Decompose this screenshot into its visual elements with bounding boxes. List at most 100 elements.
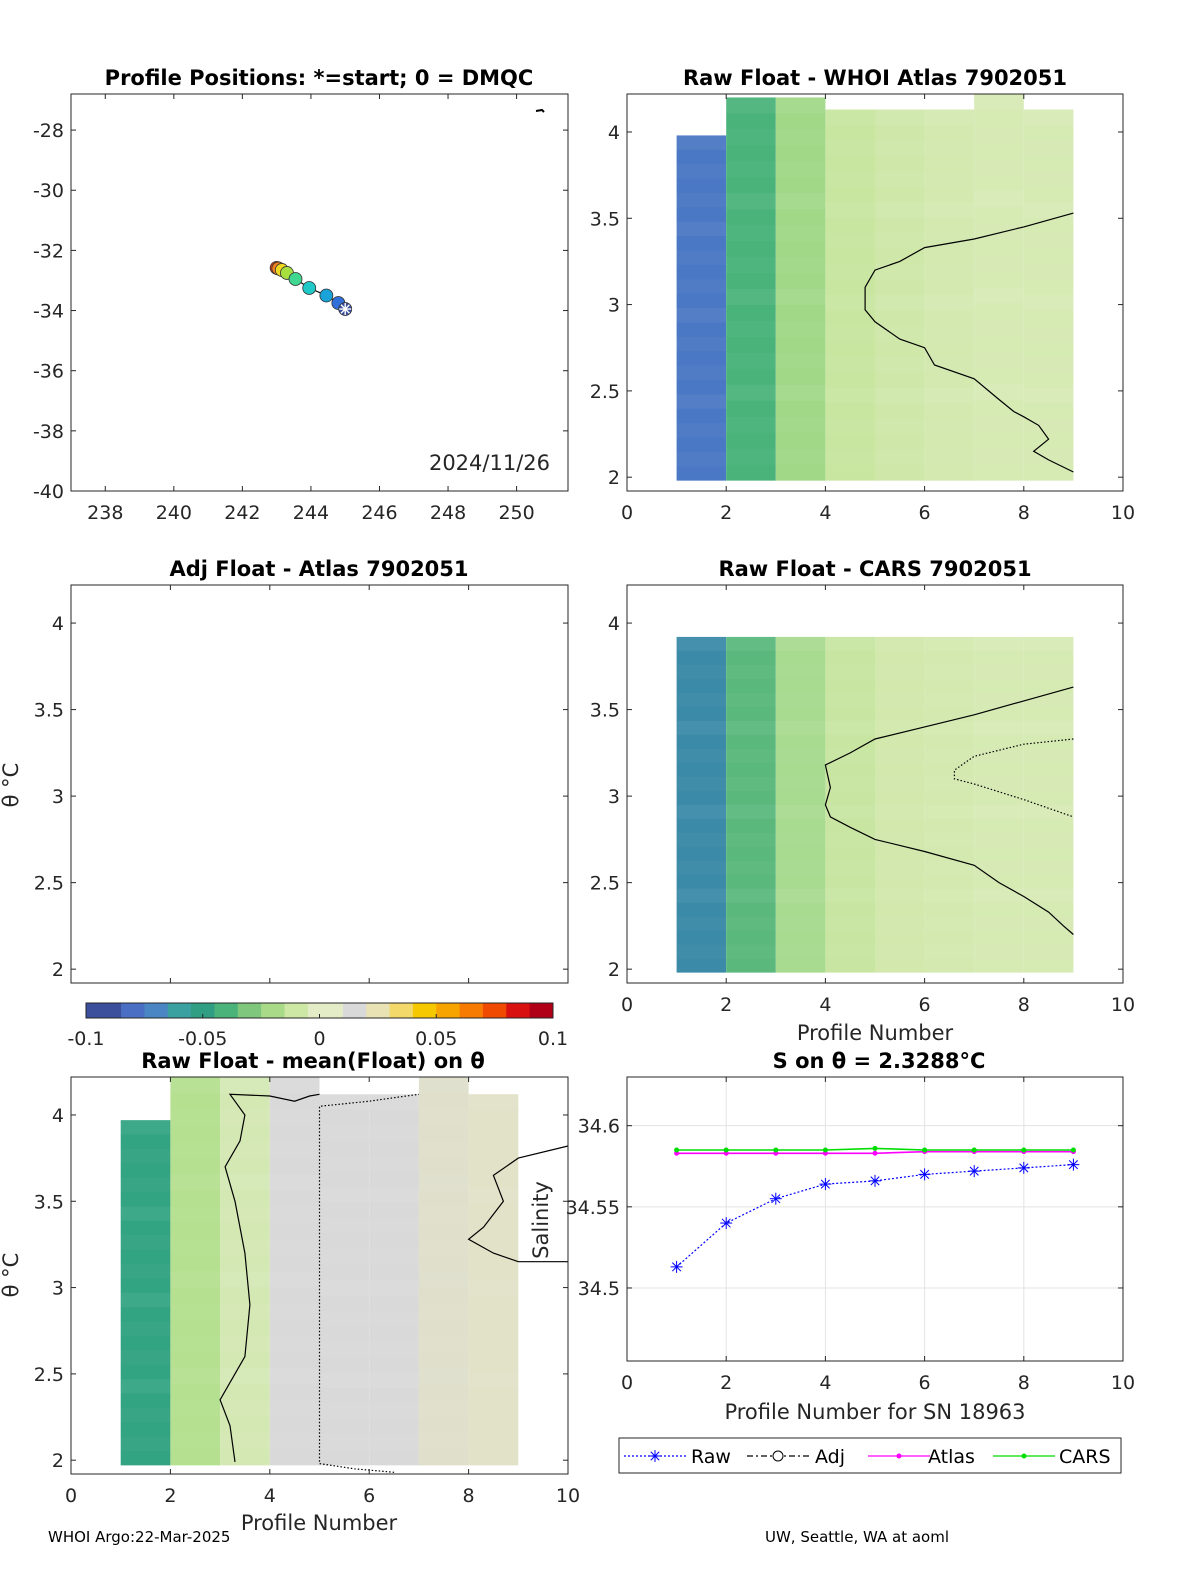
- whoi-cell-band: [974, 190, 1024, 207]
- cars-cell-band: [676, 720, 727, 735]
- cars-cell-band: [974, 804, 1024, 819]
- cars-ytick-label: 3.5: [590, 700, 620, 722]
- mean-cell-band: [121, 1264, 171, 1278]
- salinity-point-cars: [674, 1147, 680, 1153]
- colorbar-segment: [296, 1003, 309, 1018]
- cars-cell-band: [1023, 720, 1074, 735]
- mean-cell-band: [320, 1434, 370, 1449]
- colorbar-segment: [121, 1003, 134, 1018]
- whoi-cell-band: [677, 423, 727, 437]
- whoi-cell-column: [775, 97, 826, 481]
- cars-cell-band: [726, 833, 776, 847]
- salinity-point-cars: [872, 1145, 878, 1151]
- mean-cell-band: [121, 1235, 171, 1249]
- adj-ylabel: θ °C: [0, 763, 23, 808]
- cars-cell-band: [776, 917, 826, 931]
- whoi-cell-band: [1023, 202, 1074, 218]
- positions-frame: [70, 93, 569, 492]
- whoi-cell-band: [974, 383, 1024, 401]
- cars-xtick-label: 0: [621, 994, 633, 1016]
- mean-cell-column: [468, 1094, 519, 1466]
- mean-cell-column: [220, 1077, 270, 1466]
- whoi-cell-band: [726, 129, 776, 145]
- colorbar-segment: [482, 1003, 496, 1018]
- mean-cell-band: [419, 1239, 469, 1255]
- cars-cell-band: [825, 888, 875, 903]
- cars-cell-band: [775, 720, 826, 735]
- cars-cell-band: [677, 749, 727, 763]
- mean-cell-band: [468, 1094, 519, 1110]
- salinity-title: S on θ = 2.3288°C: [773, 1049, 986, 1073]
- colorbar-segment: [389, 1003, 402, 1018]
- mean-xtick-label: 8: [463, 1485, 475, 1507]
- whoi-cell-band: [776, 449, 826, 465]
- mean-ylabel: θ °C: [0, 1253, 23, 1298]
- mean-cell-band: [121, 1437, 171, 1451]
- mean-cell-band: [170, 1368, 221, 1385]
- whoi-cell-column: [924, 109, 975, 481]
- colorbar-tick-label: 0: [313, 1028, 325, 1050]
- cars-cell-band: [776, 945, 826, 959]
- salinity-xtick-label: 2: [720, 1372, 732, 1394]
- salinity-point-cars: [1070, 1147, 1076, 1153]
- colorbar-segment: [459, 1003, 472, 1018]
- whoi-cell-band: [974, 287, 1024, 304]
- whoi-cell-band: [825, 233, 875, 248]
- mean-cell-band: [170, 1174, 221, 1191]
- mean-cell-band: [121, 1149, 171, 1163]
- cars-cell-band: [776, 749, 826, 763]
- mean-cell-band: [269, 1077, 320, 1094]
- cars-cell-band: [924, 888, 975, 903]
- cars-cell-band: [776, 861, 826, 875]
- mean-xtick-label: 0: [65, 1485, 77, 1507]
- mean-cell-band: [170, 1142, 220, 1158]
- whoi-cell-band: [974, 320, 1024, 336]
- whoi-cell-band: [925, 140, 975, 155]
- mean-cell-band: [270, 1109, 320, 1125]
- cars-xtick-label: 10: [1111, 994, 1135, 1016]
- cars-cell-band: [974, 861, 1024, 875]
- cars-ytick-label: 4: [608, 613, 620, 635]
- colorbar-segment: [541, 1003, 554, 1018]
- whoi-cell-band: [726, 321, 776, 337]
- whoi-cell-band: [676, 394, 727, 409]
- colorbar-segment: [214, 1003, 227, 1018]
- whoi-cell-band: [875, 140, 925, 155]
- whoi-cell-band: [775, 384, 826, 401]
- cars-cell-band: [875, 861, 925, 875]
- whoi-cell-band: [726, 193, 776, 210]
- mean-cell-band: [269, 1174, 320, 1191]
- whoi-cell-band: [775, 97, 826, 114]
- positions-ytick-label: -36: [33, 361, 64, 383]
- cars-cell-band: [726, 720, 776, 735]
- mean-cell-band: [220, 1433, 270, 1449]
- whoi-cell-band: [875, 264, 925, 279]
- mean-cell-band: [320, 1404, 370, 1419]
- mean-cell-band: [270, 1142, 320, 1158]
- colorbar-segment: [156, 1003, 169, 1018]
- mean-cell-column: [170, 1077, 221, 1466]
- whoi-cell-band: [825, 109, 875, 125]
- mean-cell-band: [320, 1311, 370, 1326]
- whoi-cell-band: [825, 419, 875, 434]
- cars-cell-column: [726, 636, 776, 973]
- cars-xlabel: Profile Number: [797, 1021, 954, 1045]
- cars-xtick-label: 8: [1018, 994, 1030, 1016]
- salinity-point-cars: [971, 1147, 977, 1153]
- mean-cell-band: [419, 1206, 469, 1222]
- mean-cell-band: [320, 1342, 370, 1357]
- cars-cell-band: [875, 749, 925, 763]
- whoi-cell-band: [677, 193, 727, 207]
- colorbar-segment: [261, 1003, 274, 1018]
- salinity-ytick-label: 34.5: [578, 1278, 620, 1300]
- cars-title: Raw Float - CARS 7902051: [718, 557, 1031, 581]
- mean-xtick-label: 10: [556, 1485, 580, 1507]
- mean-xtick-label: 2: [164, 1485, 176, 1507]
- mean-cell-band: [220, 1336, 270, 1352]
- whoi-cell-column: [676, 135, 727, 481]
- mean-cell-band: [469, 1218, 519, 1233]
- colorbar-segment: [342, 1003, 356, 1018]
- colorbar-tick-label: 0.05: [415, 1028, 457, 1050]
- mean-cell-band: [369, 1311, 419, 1326]
- mean-cell-band: [419, 1433, 469, 1449]
